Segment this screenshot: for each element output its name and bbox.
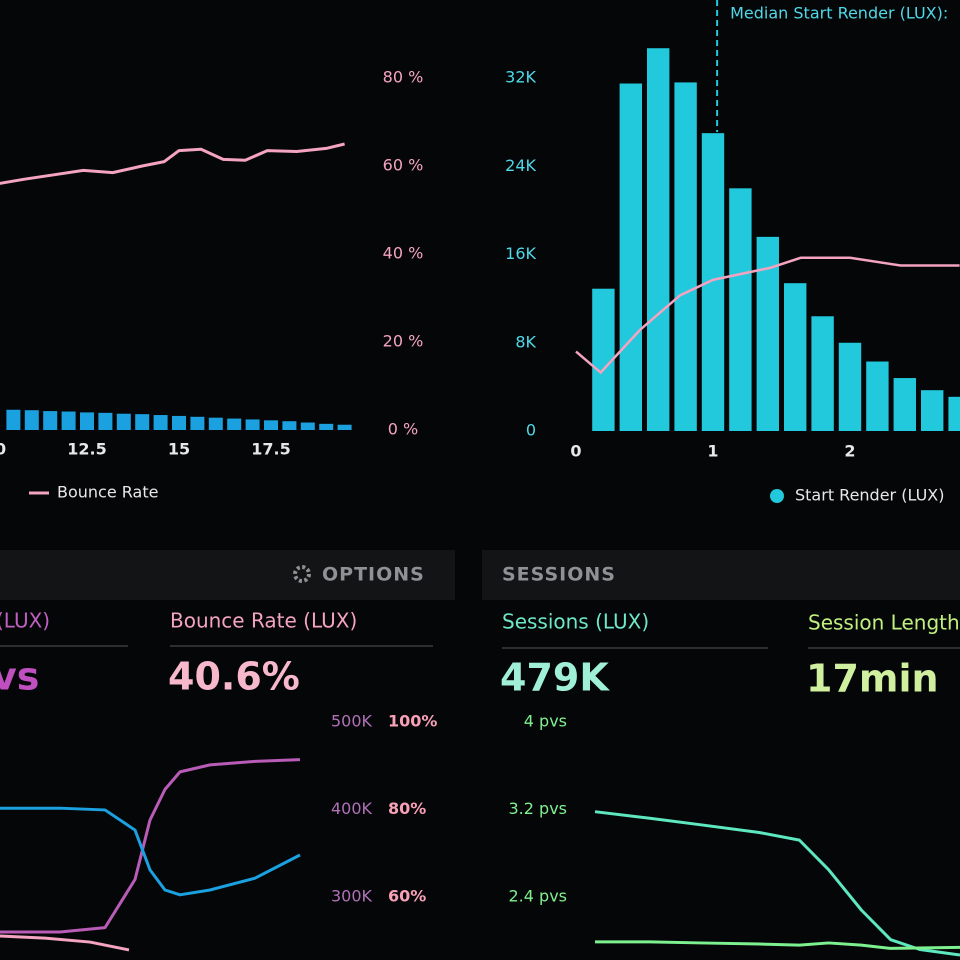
line bbox=[0, 142, 345, 185]
histogram-bar bbox=[619, 83, 642, 431]
chart: 0 8K 16K 24K 32K 0 1 2 Median Start Render (LUX)… bbox=[505, 0, 960, 505]
y2-tick-label: 60% bbox=[388, 887, 426, 906]
gear-hole bbox=[299, 571, 305, 577]
y-tick-label: 24K bbox=[505, 156, 536, 175]
line bbox=[0, 758, 301, 934]
bar bbox=[245, 419, 260, 430]
bar bbox=[80, 412, 94, 430]
options-button[interactable]: OPTIONS bbox=[322, 564, 425, 586]
y-tick-label: 0 % bbox=[388, 420, 418, 439]
metric-label: Bounce Rate (LUX) bbox=[170, 609, 357, 633]
chart: 300K 400K 500K 60% 80% 100% bbox=[0, 712, 437, 952]
bar bbox=[208, 417, 223, 430]
y-tick-label: 16K bbox=[505, 244, 536, 263]
y-tick-label: 80 % bbox=[383, 68, 424, 87]
y-tick-label: 3.2 pvs bbox=[509, 799, 568, 818]
metric-value: vs bbox=[0, 655, 39, 699]
bar bbox=[61, 411, 76, 430]
y-tick-label: 400K bbox=[331, 799, 373, 818]
bar bbox=[98, 412, 113, 430]
x-tick-label: 12.5 bbox=[67, 440, 106, 459]
bar bbox=[172, 415, 186, 430]
bar bbox=[116, 413, 131, 430]
line bbox=[575, 256, 960, 375]
histogram-bar bbox=[893, 378, 916, 431]
y-tick-label: 20 % bbox=[383, 332, 424, 351]
x-tick-label: 1 bbox=[707, 442, 718, 461]
chart: 2.4 pvs 3.2 pvs 4 pvs bbox=[509, 712, 960, 957]
bar bbox=[190, 416, 205, 430]
line bbox=[595, 940, 960, 950]
x-tick-label: 10 bbox=[0, 440, 6, 459]
bar bbox=[264, 420, 278, 430]
panel-header-bar bbox=[0, 550, 455, 600]
y-tick-label: 300K bbox=[331, 887, 373, 906]
line bbox=[0, 934, 130, 952]
y2-tick-label: 100% bbox=[388, 712, 437, 731]
metric-label: Sessions (LUX) bbox=[502, 610, 649, 634]
histogram-bar bbox=[784, 283, 807, 431]
bar bbox=[300, 422, 315, 430]
histogram-bar bbox=[701, 133, 725, 431]
y-tick-label: 40 % bbox=[383, 244, 424, 263]
bar bbox=[319, 423, 334, 430]
histogram-bar bbox=[948, 396, 960, 431]
legend-dot bbox=[770, 489, 784, 503]
y-tick-label: 0 bbox=[526, 421, 536, 440]
panel-header: SESSIONS bbox=[502, 564, 616, 586]
legend-label: Bounce Rate bbox=[57, 483, 158, 502]
bar bbox=[6, 409, 21, 430]
gear-icon[interactable] bbox=[293, 565, 311, 583]
bar bbox=[135, 414, 150, 430]
x-tick-label: 2 bbox=[844, 442, 855, 461]
gear-teeth bbox=[293, 565, 311, 583]
bar bbox=[282, 421, 297, 430]
histogram-bar bbox=[756, 236, 779, 431]
y-tick-label: 8K bbox=[515, 332, 536, 351]
histogram-bar bbox=[729, 188, 752, 431]
chart: 0 % 20 % 40 % 60 % 80 % 10 12.5 15 17.5 Bounce Ra… bbox=[0, 68, 423, 502]
y2-tick-label: 80% bbox=[388, 799, 426, 818]
y-tick-label: 4 pvs bbox=[524, 712, 567, 731]
bar bbox=[24, 410, 39, 430]
histogram-bar bbox=[592, 288, 615, 431]
line bbox=[0, 806, 301, 897]
histogram-bar bbox=[647, 48, 670, 431]
x-tick-label: 15 bbox=[168, 440, 190, 459]
annotation: Median Start Render (LUX): bbox=[730, 4, 948, 23]
metric-label: (LUX) bbox=[0, 609, 50, 633]
bar bbox=[227, 418, 242, 430]
metric-value: 17min bbox=[806, 657, 939, 701]
bar bbox=[337, 424, 352, 430]
bar bbox=[153, 415, 168, 430]
y-tick-label: 32K bbox=[505, 68, 536, 87]
x-tick-label: 17.5 bbox=[251, 440, 290, 459]
y-tick-label: 2.4 pvs bbox=[509, 887, 568, 906]
metric-label: Session Length bbox=[808, 611, 960, 635]
histogram-bar bbox=[838, 342, 862, 431]
x-tick-label: 0 bbox=[570, 442, 581, 461]
histogram-bar bbox=[674, 82, 697, 431]
metric-value: 479K bbox=[500, 656, 610, 700]
metric-value: 40.6% bbox=[168, 655, 300, 699]
histogram-bar bbox=[866, 361, 889, 431]
histogram-bar bbox=[811, 316, 834, 431]
y-tick-label: 500K bbox=[331, 712, 373, 731]
histogram-bar bbox=[921, 390, 944, 431]
y-tick-label: 60 % bbox=[383, 156, 424, 175]
legend-label: Start Render (LUX) bbox=[795, 486, 945, 505]
bar bbox=[43, 411, 58, 430]
line bbox=[594, 810, 960, 957]
panel-header-bar bbox=[482, 550, 960, 600]
